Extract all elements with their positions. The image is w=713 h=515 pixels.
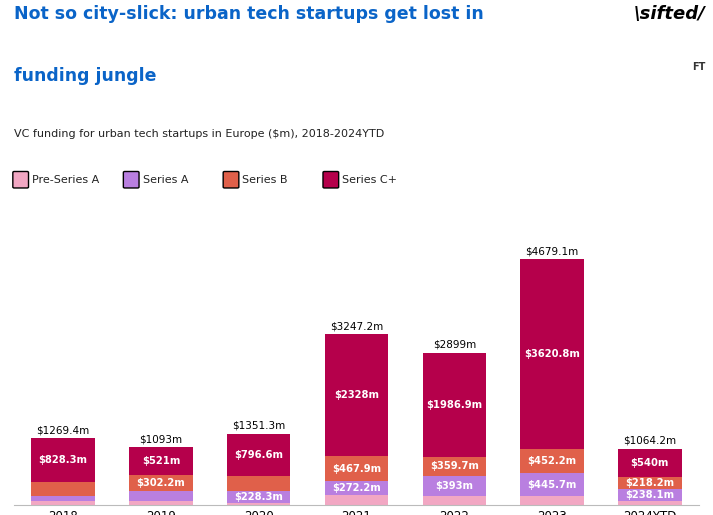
Text: $521m: $521m [142, 456, 180, 466]
Text: $1093m: $1093m [139, 435, 183, 444]
Bar [618, 449, 682, 477]
Bar [324, 495, 389, 505]
Text: $467.9m: $467.9m [332, 464, 381, 474]
Bar [423, 476, 486, 496]
Text: $302.2m: $302.2m [137, 477, 185, 488]
Bar [129, 501, 193, 505]
Bar [520, 449, 584, 473]
Text: Not so city-slick: urban tech startups get lost in: Not so city-slick: urban tech startups g… [14, 5, 484, 23]
Text: $2899m: $2899m [433, 340, 476, 350]
Bar [324, 334, 389, 456]
Text: $2328m: $2328m [334, 390, 379, 401]
Bar [31, 501, 95, 505]
Bar [324, 481, 389, 495]
Bar [324, 456, 389, 481]
Bar [31, 482, 95, 496]
Text: $1064.2m: $1064.2m [623, 436, 677, 446]
Bar [423, 496, 486, 505]
Text: $1986.9m: $1986.9m [426, 400, 483, 410]
Text: VC funding for urban tech startups in Europe ($m), 2018-2024YTD: VC funding for urban tech startups in Eu… [14, 129, 384, 139]
Bar [129, 475, 193, 491]
Text: $4679.1m: $4679.1m [525, 246, 579, 256]
Text: $445.7m: $445.7m [528, 479, 577, 490]
Text: $3247.2m: $3247.2m [330, 321, 383, 332]
Bar [520, 496, 584, 505]
Bar [618, 477, 682, 489]
Text: $272.2m: $272.2m [332, 483, 381, 493]
Bar [129, 448, 193, 475]
Bar [31, 496, 95, 501]
Bar [227, 476, 290, 491]
Text: $1351.3m: $1351.3m [232, 421, 285, 431]
Text: \sifted/: \sifted/ [634, 5, 706, 23]
Text: funding jungle: funding jungle [14, 67, 157, 85]
Text: $828.3m: $828.3m [39, 455, 88, 465]
Text: $228.3m: $228.3m [235, 492, 283, 502]
Bar [618, 501, 682, 505]
Bar [227, 503, 290, 505]
Text: $452.2m: $452.2m [528, 456, 577, 466]
Bar [227, 434, 290, 476]
Bar [129, 491, 193, 501]
Text: $540m: $540m [631, 458, 669, 468]
Text: $359.7m: $359.7m [430, 461, 478, 471]
Text: $218.2m: $218.2m [625, 478, 674, 488]
Bar [423, 353, 486, 457]
Text: Series B: Series B [242, 175, 288, 185]
Bar [31, 438, 95, 482]
Text: FT: FT [692, 62, 706, 72]
Text: $796.6m: $796.6m [234, 450, 283, 460]
Bar [520, 473, 584, 496]
Bar [227, 491, 290, 503]
Bar [520, 259, 584, 449]
Text: $1269.4m: $1269.4m [36, 425, 90, 435]
Text: $393m: $393m [435, 481, 473, 491]
Text: $238.1m: $238.1m [625, 490, 674, 500]
Text: Pre-Series A: Pre-Series A [32, 175, 99, 185]
Bar [423, 457, 486, 476]
Bar [618, 489, 682, 501]
Text: Series A: Series A [143, 175, 188, 185]
Text: Series C+: Series C+ [342, 175, 397, 185]
Text: $3620.8m: $3620.8m [524, 349, 580, 359]
